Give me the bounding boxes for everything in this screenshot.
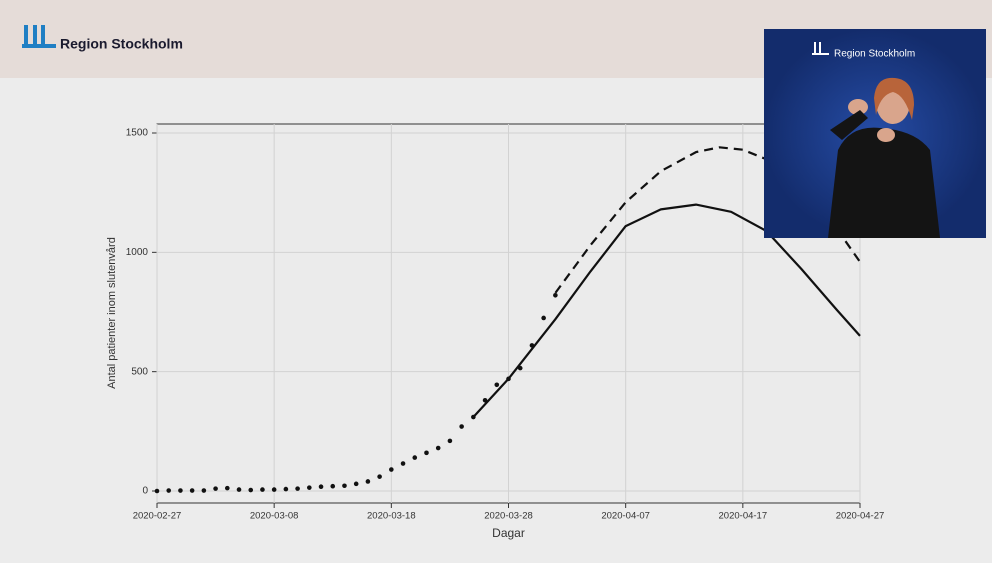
data-point [330, 483, 336, 489]
data-point [236, 487, 242, 492]
overlay-logo-text: Region Stockholm [834, 49, 915, 60]
data-point [494, 382, 500, 388]
x-tick-label: 2020-02-27 [133, 511, 182, 522]
data-point [412, 455, 418, 460]
x-tick-label: 2020-03-08 [250, 511, 299, 522]
data-point [166, 488, 172, 493]
x-axis-label: Dagar [492, 526, 525, 540]
data-point [400, 461, 406, 466]
x-tick-label: 2020-04-17 [719, 511, 768, 522]
data-point [248, 487, 254, 493]
data-point [295, 486, 300, 491]
y-tick-label: 0 [142, 486, 148, 497]
data-point [353, 481, 359, 487]
data-point [435, 445, 441, 451]
x-tick-label: 2020-04-07 [601, 511, 650, 522]
data-point [377, 474, 382, 479]
y-tick-label: 1500 [126, 128, 149, 139]
data-point [389, 467, 394, 472]
data-point [283, 486, 289, 492]
x-tick-label: 2020-03-28 [484, 511, 533, 522]
data-point [553, 292, 558, 298]
data-point [260, 487, 265, 492]
data-point [271, 487, 277, 492]
data-point [342, 483, 347, 489]
y-tick-label: 1000 [126, 247, 149, 258]
data-point [541, 315, 546, 321]
y-tick-label: 500 [131, 366, 148, 377]
data-point [213, 486, 218, 491]
chart: 0 500 1000 1500 2020-02-27 2020-03-08 2020-03-… [106, 124, 884, 540]
data-point [447, 438, 453, 444]
data-point [307, 485, 312, 490]
data-point [424, 450, 429, 456]
data-point [225, 485, 230, 491]
data-point [154, 488, 160, 494]
line [472, 203, 861, 418]
data-point [189, 488, 195, 493]
logo-text: Region Stockholm [60, 36, 183, 52]
data-point [459, 424, 464, 429]
data-point [365, 479, 371, 484]
data-point [178, 488, 183, 493]
data-point [201, 488, 207, 493]
y-axis-label: Antal patienter inom slutenvård [106, 237, 118, 389]
x-tick-label: 2020-03-18 [367, 511, 416, 522]
logo-icon [22, 25, 56, 48]
x-tick-label: 2020-04-27 [836, 511, 885, 522]
interpreter-overlay: Region Stockholm [764, 29, 986, 238]
data-point [318, 484, 324, 490]
